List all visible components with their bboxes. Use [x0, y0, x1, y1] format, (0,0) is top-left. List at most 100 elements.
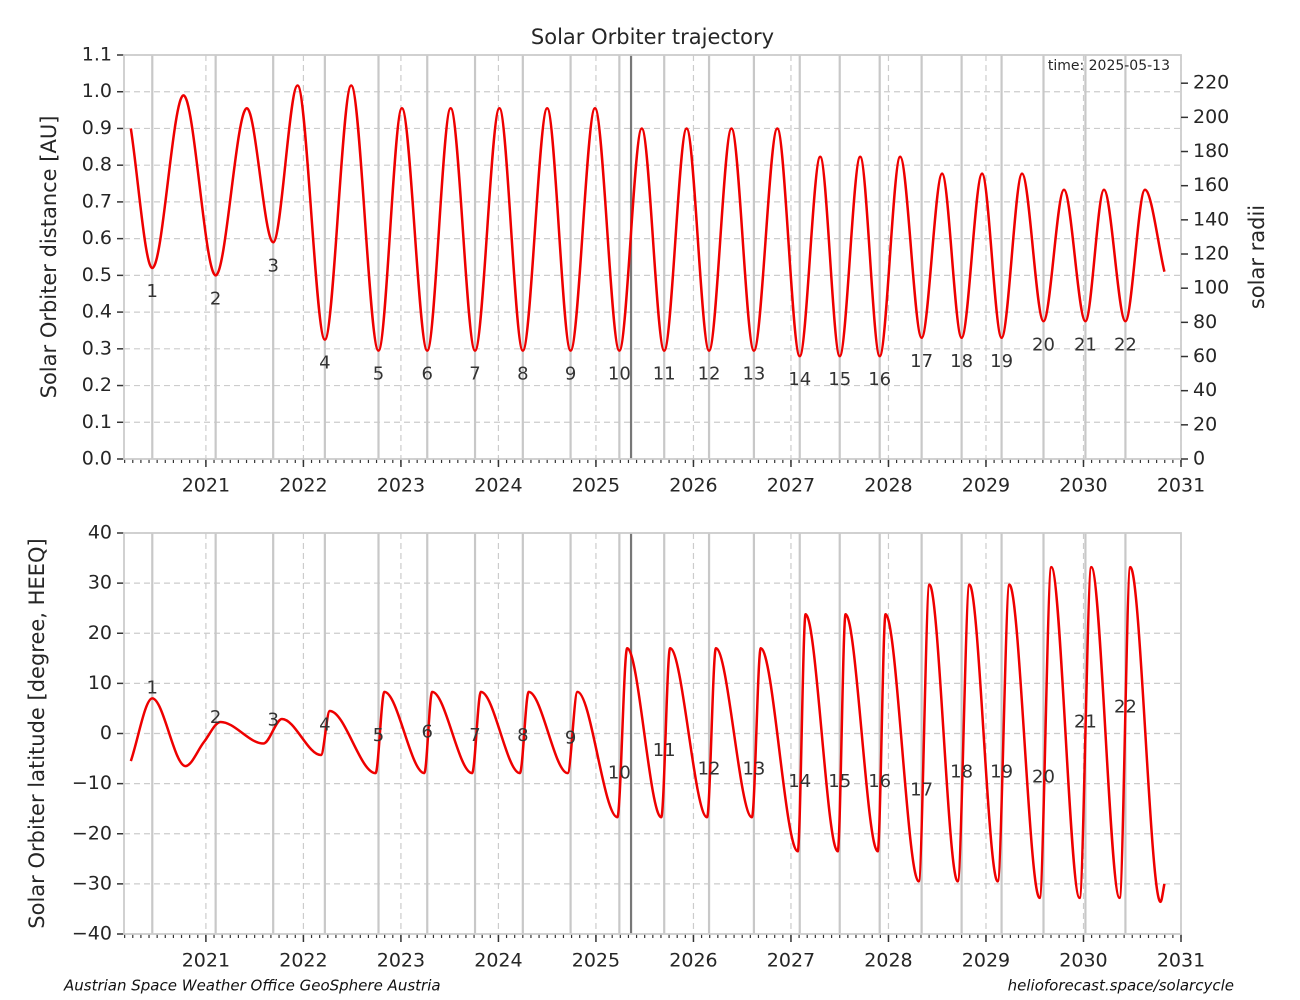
perihelion-label: 2 [210, 707, 221, 728]
perihelion-label: 4 [319, 714, 330, 735]
perihelion-label: 18 [950, 351, 973, 372]
x-tick-label: 2022 [279, 475, 327, 497]
perihelion-label: 1 [147, 281, 158, 302]
y-tick-label: 0.6 [82, 227, 112, 249]
perihelion-label: 9 [565, 728, 576, 749]
perihelion-label: 18 [950, 761, 973, 782]
perihelion-label: 14 [788, 369, 811, 390]
perihelion-label: 9 [565, 364, 576, 385]
y-tick-label: 1.0 [82, 80, 112, 102]
perihelion-label: 6 [422, 722, 433, 743]
perihelion-label: 13 [742, 364, 765, 385]
x-tick-label: 2027 [767, 950, 815, 972]
y2-tick-label: 100 [1193, 277, 1229, 299]
perihelion-label: 8 [517, 364, 528, 385]
y-tick-label: 0.3 [82, 337, 112, 359]
perihelion-label: 11 [653, 364, 676, 385]
perihelion-label: 17 [910, 779, 933, 800]
perihelion-label: 17 [910, 351, 933, 372]
x-tick-label: 2021 [182, 475, 230, 497]
perihelion-label: 19 [990, 761, 1013, 782]
x-tick-label: 2028 [864, 475, 912, 497]
y-tick-label: 0.9 [82, 117, 112, 139]
perihelion-label: 10 [608, 364, 631, 385]
x-tick-label: 2024 [474, 475, 522, 497]
perihelion-label: 20 [1032, 334, 1055, 355]
plot-frame [123, 54, 1182, 460]
perihelion-label: 12 [698, 364, 721, 385]
perihelion-label: 3 [267, 710, 278, 731]
y2-tick-label: 120 [1193, 243, 1229, 265]
y2-tick-label: 60 [1193, 345, 1217, 367]
y-tick-label: 40 [88, 522, 112, 544]
x-tick-label: 2030 [1059, 950, 1107, 972]
x-tick-label: 2030 [1059, 475, 1107, 497]
y-tick-label: 1.1 [82, 44, 112, 66]
y-tick-label: 0.4 [82, 301, 112, 323]
perihelion-label: 4 [319, 353, 330, 374]
perihelion-label: 16 [868, 369, 891, 390]
y2-tick-label: 0 [1193, 448, 1205, 470]
y2-tick-label: 200 [1193, 106, 1229, 128]
x-tick-label: 2027 [767, 475, 815, 497]
perihelion-label: 10 [608, 762, 631, 783]
x-tick-label: 2029 [962, 950, 1010, 972]
perihelion-label: 5 [373, 725, 384, 746]
perihelion-label: 21 [1074, 334, 1097, 355]
perihelion-label: 7 [469, 725, 480, 746]
x-tick-label: 2022 [279, 950, 327, 972]
y2-tick-label: 80 [1193, 311, 1217, 333]
perihelion-label: 11 [653, 740, 676, 761]
perihelion-label: 21 [1074, 711, 1097, 732]
x-tick-label: 2026 [669, 950, 717, 972]
data-line [129, 565, 1166, 904]
x-tick-label: 2029 [962, 475, 1010, 497]
y-tick-label: 0.8 [82, 154, 112, 176]
footer-right: helioforecast.space/solarcycle [1008, 977, 1234, 995]
y2-tick-label: 180 [1193, 140, 1229, 162]
y-tick-label: 30 [88, 572, 112, 594]
y-tick-label: 20 [88, 622, 112, 644]
perihelion-label: 15 [828, 771, 851, 792]
perihelion-label: 6 [422, 364, 433, 385]
plot-frame [123, 532, 1182, 935]
perihelion-label: 1 [147, 677, 158, 698]
y2-tick-label: 40 [1193, 379, 1217, 401]
y-tick-label: 10 [88, 672, 112, 694]
perihelion-label: 7 [469, 364, 480, 385]
y-tick-label: 0.5 [82, 264, 112, 286]
perihelion-label: 5 [373, 364, 384, 385]
y-tick-label: 0 [100, 722, 112, 744]
perihelion-label: 15 [828, 369, 851, 390]
y-tick-label: 0.7 [82, 190, 112, 212]
perihelion-label: 13 [742, 759, 765, 780]
y-tick-label: 0.2 [82, 374, 112, 396]
perihelion-label: 22 [1114, 696, 1137, 717]
perihelion-label: 2 [210, 288, 221, 309]
y-tick-label: −30 [72, 872, 112, 894]
y-tick-label: 0.0 [82, 448, 112, 470]
data-line [129, 84, 1166, 358]
x-tick-label: 2031 [1157, 475, 1205, 497]
x-tick-label: 2023 [377, 475, 425, 497]
x-tick-label: 2026 [669, 475, 717, 497]
y2-tick-label: 160 [1193, 174, 1229, 196]
y2-tick-label: 220 [1193, 72, 1229, 94]
chart-title: Solar Orbiter trajectory [531, 25, 774, 49]
x-tick-label: 2028 [864, 950, 912, 972]
perihelion-label: 3 [267, 255, 278, 276]
y-tick-label: −10 [72, 772, 112, 794]
perihelion-label: 22 [1114, 334, 1137, 355]
x-tick-label: 2023 [377, 950, 425, 972]
y2-axis-label: solar radii [1245, 205, 1269, 309]
y-tick-label: −20 [72, 822, 112, 844]
perihelion-label: 14 [788, 771, 811, 792]
x-tick-label: 2025 [572, 950, 620, 972]
y2-tick-label: 140 [1193, 208, 1229, 230]
perihelion-label: 8 [517, 725, 528, 746]
x-tick-label: 2021 [182, 950, 230, 972]
perihelion-label: 12 [698, 759, 721, 780]
y2-tick-label: 20 [1193, 413, 1217, 435]
y-axis-label: Solar Orbiter latitude [degree, HEEQ] [25, 538, 49, 928]
